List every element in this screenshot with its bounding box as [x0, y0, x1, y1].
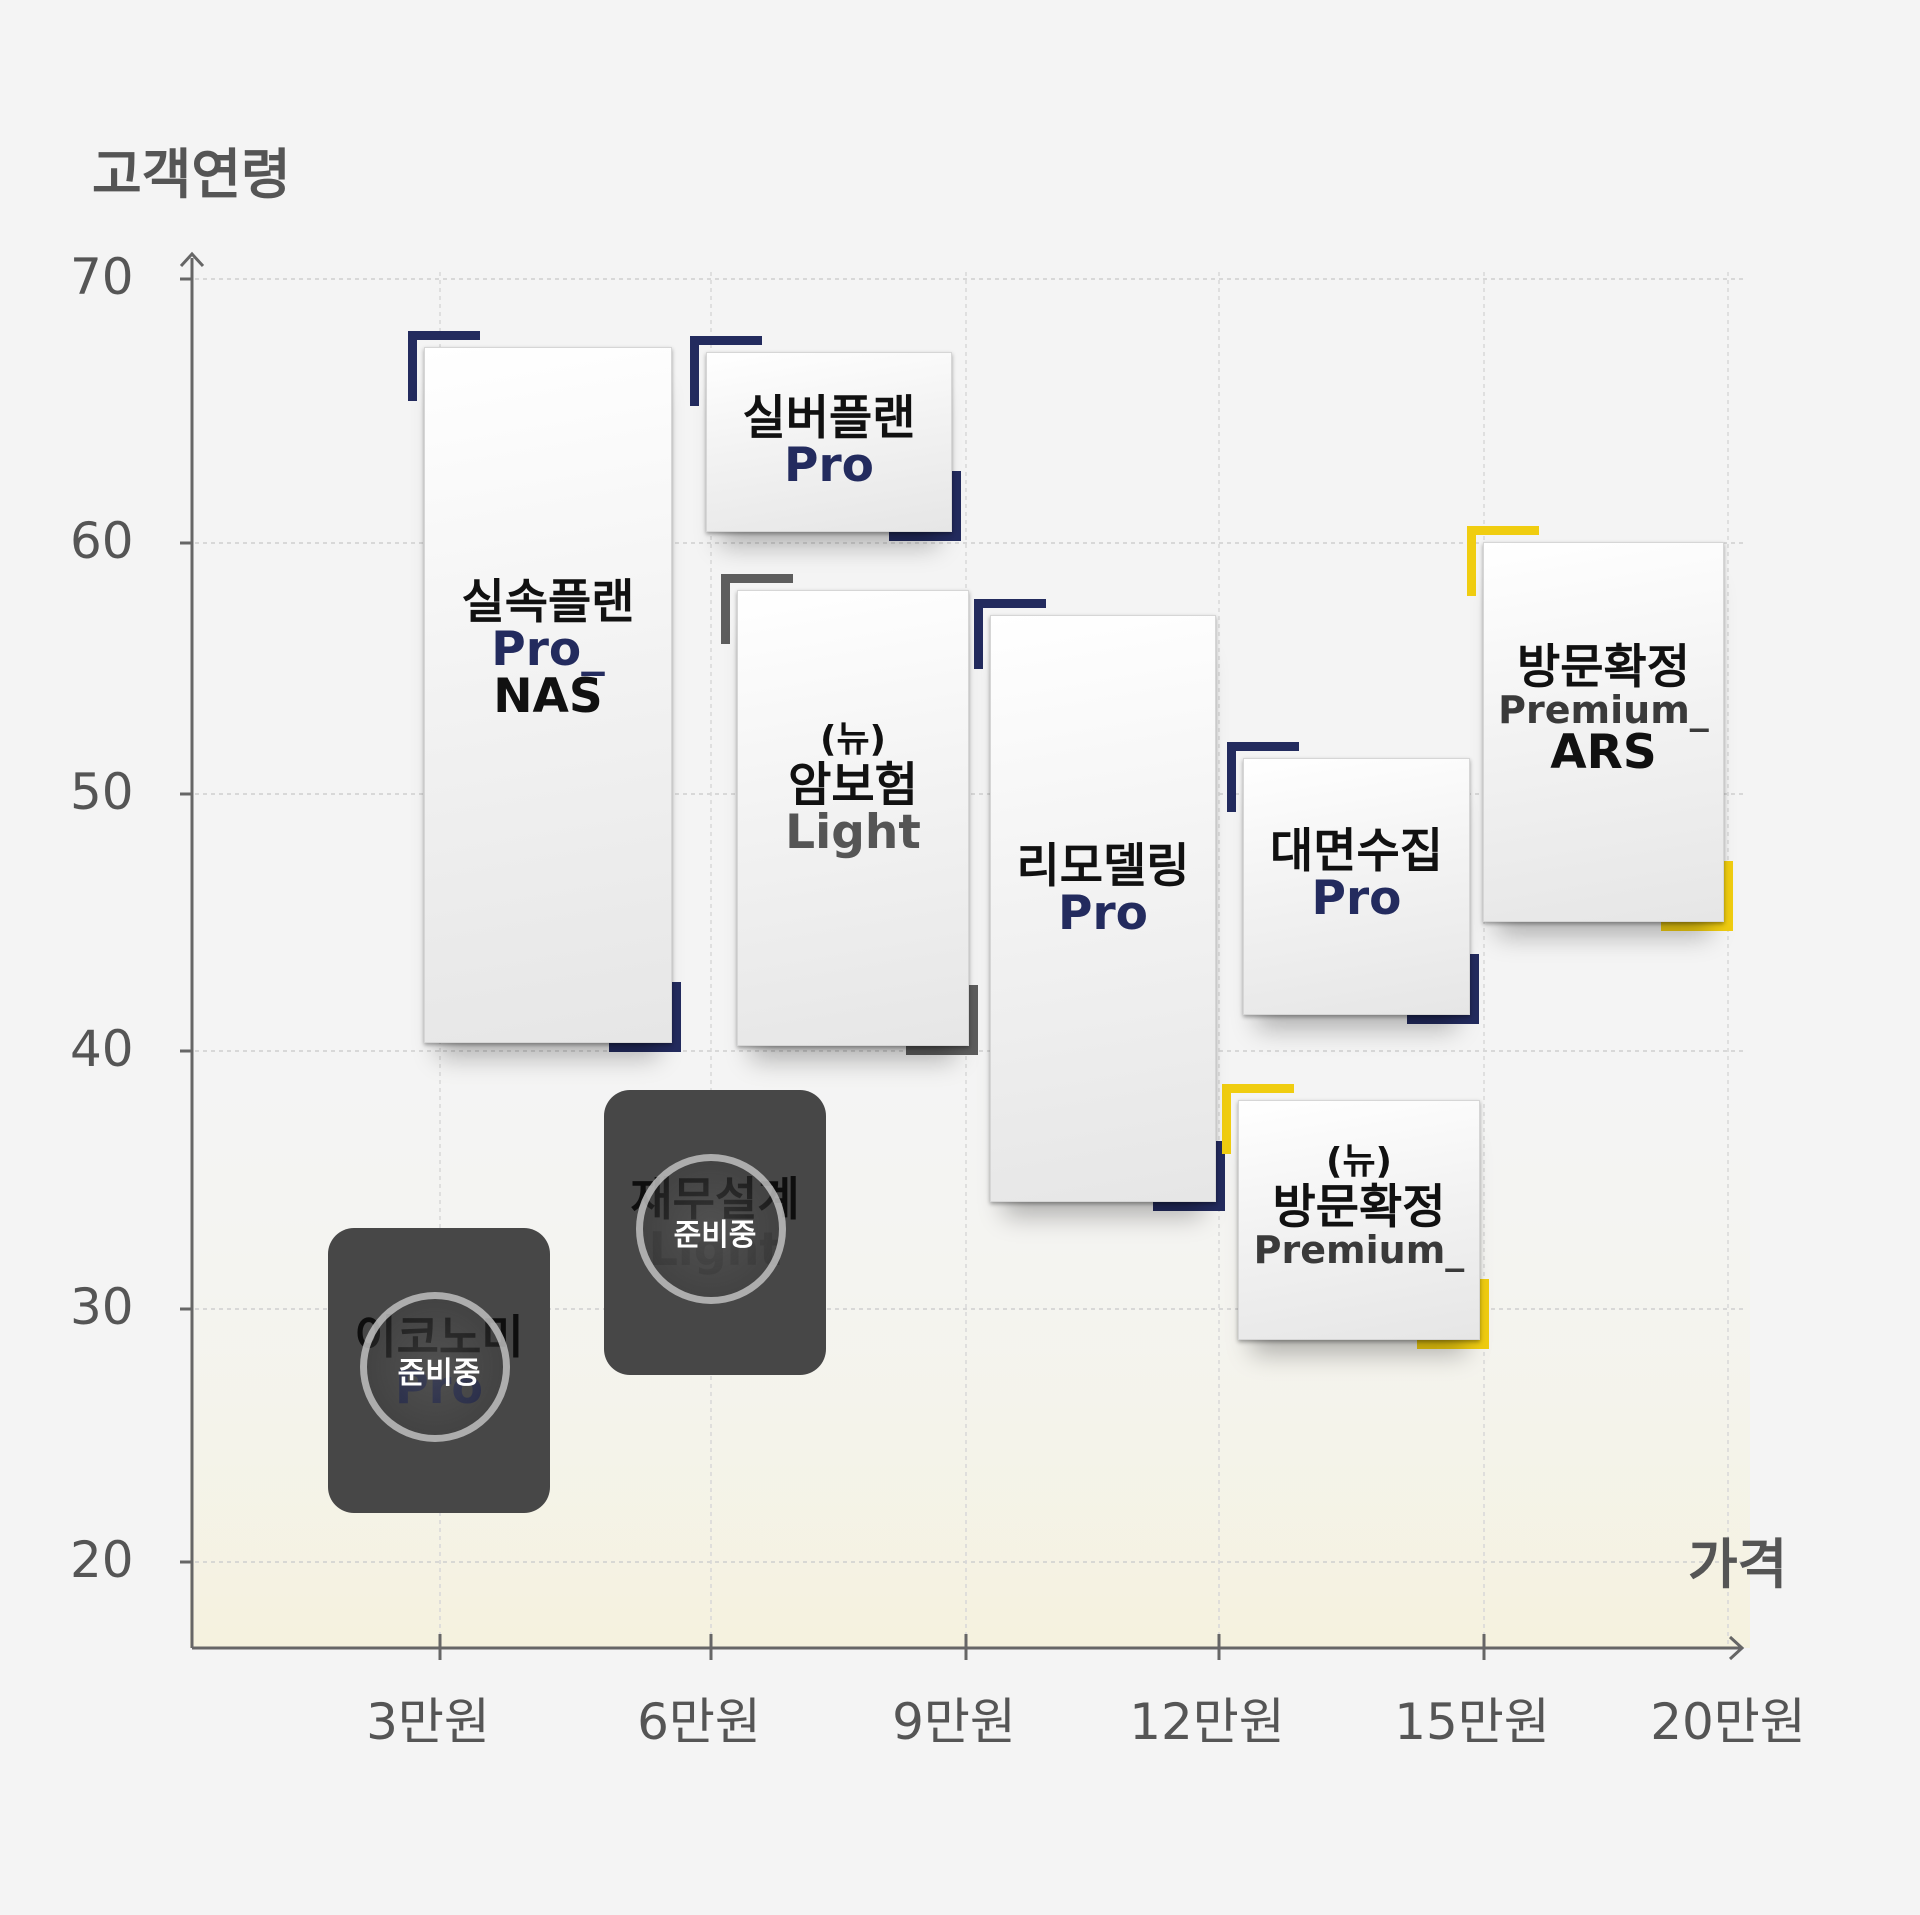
preparing-tile-economy[interactable]: 이코노미 Pro 준비중	[328, 1228, 550, 1513]
x-tick-label: 3만원	[366, 1693, 490, 1751]
product-name: 방문확정	[1517, 640, 1690, 695]
y-tick-label: 20	[70, 1531, 134, 1589]
card-face	[1238, 1100, 1480, 1340]
card-face	[706, 352, 952, 532]
corner-accent-bottom-right	[1417, 1279, 1489, 1349]
product-name: 방문확정	[1272, 1180, 1446, 1235]
loading-ring-icon	[636, 1154, 786, 1304]
card-face	[1243, 758, 1470, 1015]
product-extra: ARS	[1550, 725, 1657, 780]
product-card-face-to-face-collection[interactable]: 대면수집 Pro	[1227, 742, 1479, 1024]
preparing-tile-financial-planning[interactable]: 재무설계 Light 준비중	[604, 1090, 826, 1375]
product-tier: Premium_	[1253, 1228, 1465, 1272]
y-tick-label: 50	[70, 763, 134, 821]
corner-accent-top-left	[1222, 1084, 1294, 1154]
corner-accent-bottom-right	[1407, 954, 1479, 1024]
corner-accent-bottom-right	[906, 985, 978, 1055]
card-label: 방문확정 Premium_ ARS	[1483, 542, 1724, 922]
x-tick-label: 20만원	[1650, 1693, 1806, 1751]
card-label: 실속플랜 Pro_ NAS	[424, 347, 672, 1043]
corner-accent-top-left	[1467, 526, 1539, 596]
product-card-silver-plan[interactable]: 실버플랜 Pro	[690, 336, 961, 541]
product-name: 실버플랜	[742, 391, 916, 446]
product-tier: Pro	[1058, 886, 1148, 941]
corner-accent-bottom-right	[889, 471, 961, 541]
product-card-visit-confirm-ars[interactable]: 방문확정 Premium_ ARS	[1467, 526, 1733, 931]
product-tier: Premium_	[1498, 688, 1709, 732]
product-name: 실속플랜	[461, 575, 635, 630]
corner-accent-bottom-right	[609, 982, 681, 1052]
y-tick-label: 70	[70, 248, 134, 306]
loading-ring-icon	[360, 1292, 510, 1442]
corner-accent-bottom-right	[1661, 861, 1733, 931]
x-axis-title: 가격	[1688, 1533, 1788, 1596]
card-label: (뉴) 암보험 Light	[737, 590, 969, 1046]
x-tick-label: 6만원	[637, 1693, 761, 1751]
axes	[179, 251, 1745, 1661]
product-card-silsok-plan[interactable]: 실속플랜 Pro_ NAS	[408, 331, 681, 1052]
y-tick-label: 60	[70, 512, 134, 570]
card-face	[424, 347, 672, 1043]
x-tick-label: 15만원	[1394, 1693, 1550, 1751]
product-name: 암보험	[788, 758, 918, 813]
y-tick-label: 40	[70, 1020, 134, 1078]
product-extra: NAS	[493, 669, 603, 724]
card-label: (뉴) 방문확정 Premium_	[1238, 1100, 1480, 1340]
product-card-remodeling[interactable]: 리모델링 Pro	[974, 599, 1225, 1211]
product-name: 리모델링	[1016, 839, 1190, 894]
corner-accent-bottom-right	[1153, 1141, 1225, 1211]
corner-accent-top-left	[408, 331, 480, 401]
card-face	[737, 590, 969, 1046]
product-prefix: (뉴)	[819, 719, 887, 760]
y-axis-arrow-icon	[179, 251, 205, 268]
preparing-status: 준비중	[673, 1218, 757, 1253]
card-label: 실버플랜 Pro	[706, 352, 952, 532]
card-face	[990, 615, 1216, 1202]
card-face	[1483, 542, 1724, 922]
corner-accent-top-left	[1227, 742, 1299, 812]
corner-accent-top-left	[721, 574, 793, 644]
product-tier: Pro_	[491, 622, 605, 677]
y-axis-title: 고객연령	[92, 143, 291, 206]
corner-accent-top-left	[974, 599, 1046, 669]
y-tick-label: 30	[70, 1278, 134, 1336]
x-tick-label: 12만원	[1129, 1693, 1285, 1751]
product-name: 대면수집	[1270, 824, 1443, 879]
x-tick-label: 9만원	[892, 1693, 1016, 1751]
product-card-new-cancer-insurance[interactable]: (뉴) 암보험 Light	[721, 574, 978, 1055]
corner-accent-top-left	[690, 336, 762, 406]
product-card-new-visit-confirm[interactable]: (뉴) 방문확정 Premium_	[1222, 1084, 1489, 1349]
product-tier: Pro	[1311, 871, 1402, 926]
product-prefix: (뉴)	[1325, 1141, 1393, 1182]
card-label: 리모델링 Pro	[990, 615, 1216, 1202]
product-tier: Pro	[784, 438, 874, 493]
product-tier: Light	[785, 805, 921, 860]
x-axis-arrow-icon	[1728, 1635, 1745, 1661]
card-label: 대면수집 Pro	[1243, 758, 1470, 1015]
preparing-status: 준비중	[397, 1356, 481, 1391]
